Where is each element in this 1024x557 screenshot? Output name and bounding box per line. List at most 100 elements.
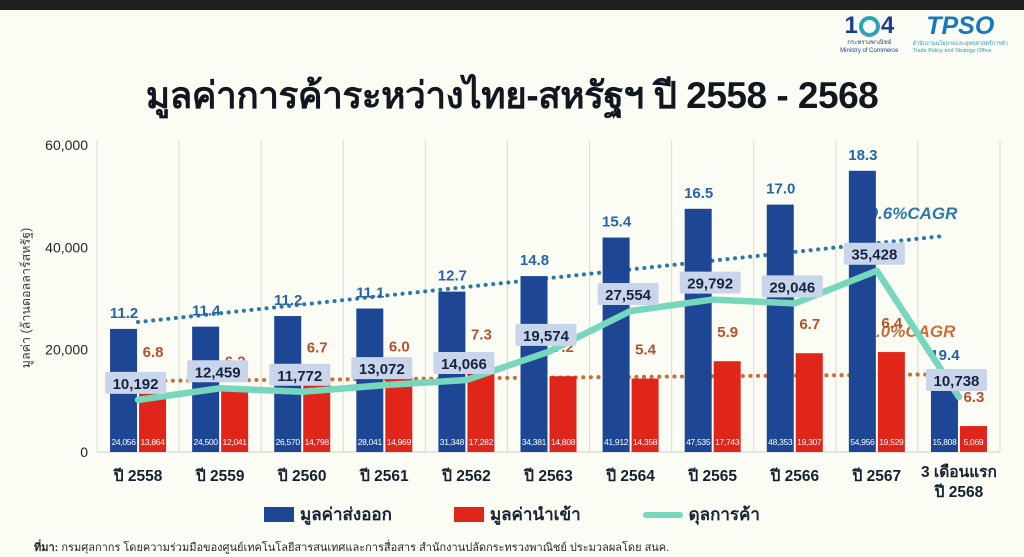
export-value-label: 26,570 xyxy=(276,437,301,447)
balance-label-box xyxy=(105,371,167,394)
export-bar xyxy=(684,208,712,452)
x-category-label: ปี 2567 xyxy=(852,467,901,485)
balance-label-box xyxy=(843,242,905,265)
import-value-label: 17,743 xyxy=(715,437,740,447)
import-bar xyxy=(713,361,741,452)
x-category-label: ปี 2565 xyxy=(688,467,738,485)
import-bar xyxy=(877,352,905,452)
import-value-label: 12,041 xyxy=(223,437,248,447)
import-value-label: 14,358 xyxy=(633,437,658,447)
import-share-label: 6.4 xyxy=(881,315,903,332)
import-bar xyxy=(631,378,659,452)
export-value-label: 48,353 xyxy=(768,437,793,447)
import-swatch xyxy=(453,507,484,522)
export-value-label: 41,912 xyxy=(604,437,629,447)
legend-item-balance: ดุลการค้า xyxy=(642,501,760,528)
ministry-digit-1: 1 xyxy=(844,12,858,39)
import-trendline-label: 4.0%CAGR xyxy=(866,322,957,341)
balance-value-label: 14,066 xyxy=(441,356,487,373)
import-bar xyxy=(959,426,987,452)
balance-label-box xyxy=(925,369,987,392)
balance-label-box xyxy=(269,363,331,386)
export-value-label: 24,056 xyxy=(111,437,136,447)
tpso-logo: TPSO สำนักงานนโยบายและยุทธศาสตร์การค้า T… xyxy=(913,14,1009,55)
page-title: มูลค่าการค้าระหว่างไทย-สหรัฐฯ ปี 2558 - … xyxy=(145,75,879,116)
balance-value-label: 29,792 xyxy=(687,276,733,293)
import-share-label: 6.8 xyxy=(143,344,164,361)
balance-value-label: 19,574 xyxy=(523,328,570,345)
export-value-label: 15,808 xyxy=(932,437,957,447)
letterbox-strip xyxy=(0,0,1024,10)
balance-label-box xyxy=(433,352,495,375)
export-share-label: 15.4 xyxy=(602,214,632,231)
export-bar xyxy=(356,308,384,452)
import-value-label: 17,282 xyxy=(469,437,494,447)
source-text: กรมศุลกากร โดยความร่วมมือของศูนย์เทคโนโล… xyxy=(58,542,670,554)
balance-label-box xyxy=(597,283,659,306)
export-value-label: 31,348 xyxy=(440,437,465,447)
balance-label-box xyxy=(351,357,413,380)
balance-label-box xyxy=(761,275,823,298)
tpso-caption: สำนักงานนโยบายและยุทธศาสตร์การค้า Trade … xyxy=(912,41,1009,55)
import-value-label: 13,864 xyxy=(140,437,165,447)
export-swatch xyxy=(264,507,294,522)
export-share-label: 12.7 xyxy=(438,268,467,285)
import-value-label: 14,798 xyxy=(305,437,330,447)
import-value-label: 14,969 xyxy=(387,437,412,447)
ministry-104-mark: 1 4 xyxy=(844,14,894,38)
balance-value-label: 29,046 xyxy=(769,279,815,296)
x-category-label: 3 เดือนแรก xyxy=(921,463,997,481)
balance-value-label: 27,554 xyxy=(605,287,652,304)
x-category-label: ปี 2562 xyxy=(441,467,490,485)
import-value-label: 19,529 xyxy=(879,437,904,447)
y-axis-title: มูลค่า (ล้านดอลลาร์สหรัฐ) xyxy=(19,228,34,368)
export-share-label: 14.8 xyxy=(520,252,549,269)
export-share-label: 11.4 xyxy=(192,303,221,320)
header-logos: 1 4 กระทรวงพาณิชย์ Ministry of Commerce … xyxy=(840,14,1008,55)
balance-label-box xyxy=(679,271,741,294)
export-bar xyxy=(520,276,548,452)
legend-label-imports: มูลค่านำเข้า xyxy=(489,505,581,524)
export-share-label: 16.5 xyxy=(684,185,713,202)
balance-value-label: 35,428 xyxy=(851,247,897,264)
import-value-label: 19,307 xyxy=(797,437,822,447)
export-value-label: 34,381 xyxy=(522,437,547,447)
tpso-wordmark: TPSO xyxy=(926,12,995,40)
import-bar xyxy=(221,390,249,452)
x-category-label: ปี 2560 xyxy=(277,467,326,485)
import-bar xyxy=(385,375,413,452)
legend-label-exports: มูลค่าส่งออก xyxy=(300,505,392,524)
import-value-label: 14,808 xyxy=(551,437,576,447)
ministry-ring-icon xyxy=(858,15,880,37)
export-bar xyxy=(848,170,876,452)
y-tick-label: 20,000 xyxy=(45,342,88,358)
x-category-label: ปี 2559 xyxy=(195,467,245,485)
import-share-label: 5.4 xyxy=(635,342,657,359)
chart-legend: มูลค่าส่งออก มูลค่านำเข้า ดุลการค้า xyxy=(0,501,1024,528)
balance-label-box xyxy=(515,323,577,346)
import-share-label: 6.0 xyxy=(389,338,410,355)
legend-item-exports: มูลค่าส่งออก xyxy=(264,501,392,528)
export-value-label: 47,535 xyxy=(686,437,711,447)
import-bar xyxy=(549,376,577,452)
import-share-label: 7.3 xyxy=(471,327,492,344)
legend-item-imports: มูลค่านำเข้า xyxy=(453,501,581,528)
export-share-label: 18.3 xyxy=(848,147,877,164)
x-category-label: ปี 2564 xyxy=(606,467,656,485)
x-category-label: ปี 2566 xyxy=(770,467,820,485)
x-category-label: ปี 2563 xyxy=(524,467,574,485)
balance-label-box xyxy=(187,360,249,383)
balance-value-label: 12,459 xyxy=(195,364,241,381)
export-share-label: 17.0 xyxy=(766,181,795,198)
import-share-label: 6.3 xyxy=(964,389,985,406)
balance-value-label: 10,192 xyxy=(113,376,159,393)
y-tick-label: 0 xyxy=(80,444,88,460)
balance-value-label: 13,072 xyxy=(359,361,405,378)
source-note: ที่มา: กรมศุลกากร โดยความร่วมมือของศูนย์… xyxy=(34,538,669,556)
ministry-digit-4: 4 xyxy=(880,12,895,39)
y-tick-label: 60,000 xyxy=(45,137,88,153)
source-prefix: ที่มา: xyxy=(34,542,59,554)
export-value-label: 54,956 xyxy=(850,437,875,447)
export-bar xyxy=(766,204,794,452)
